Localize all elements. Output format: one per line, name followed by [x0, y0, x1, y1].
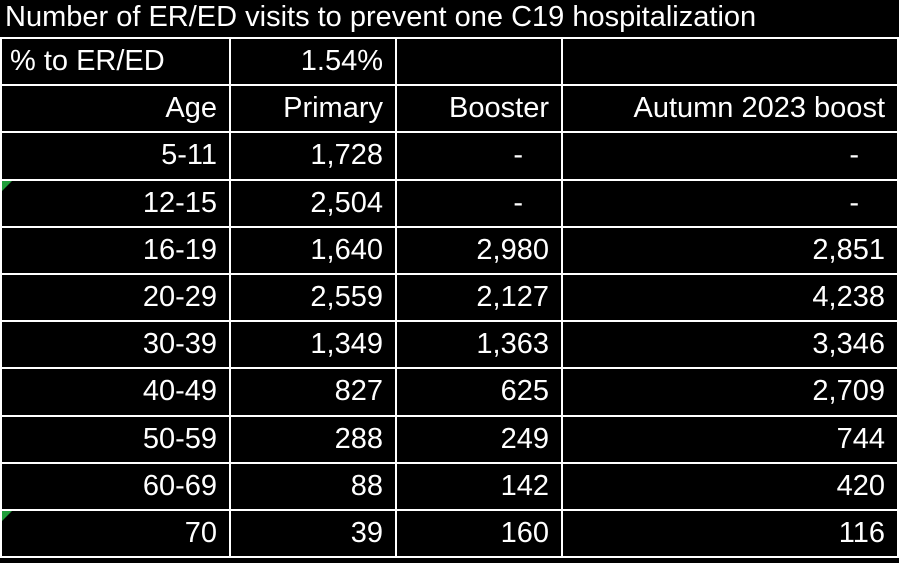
table-title: Number of ER/ED visits to prevent one C1…	[5, 1, 757, 33]
autumn-cell[interactable]: -	[563, 133, 899, 181]
primary-cell[interactable]: 2,559	[231, 274, 397, 323]
primary-cell[interactable]: 288	[231, 416, 397, 464]
primary-cell[interactable]: 1,728	[231, 133, 397, 181]
age-cell[interactable]: 70	[0, 510, 231, 559]
age-cell[interactable]: 50-59	[0, 416, 231, 464]
autumn-cell[interactable]: -	[563, 180, 899, 228]
comment-marker-icon	[2, 510, 12, 521]
pct-value-cell[interactable]: 1.54%	[231, 39, 397, 87]
primary-cell[interactable]: 88	[231, 463, 397, 511]
booster-cell[interactable]: 625	[397, 369, 563, 417]
primary-cell[interactable]: 1,349	[231, 322, 397, 370]
age-cell[interactable]: 40-49	[0, 369, 231, 417]
autumn-cell[interactable]: 116	[563, 510, 899, 559]
age-cell[interactable]: 20-29	[0, 274, 231, 323]
autumn-cell[interactable]: 3,346	[563, 322, 899, 370]
empty-cell[interactable]	[563, 39, 899, 87]
primary-cell[interactable]: 827	[231, 369, 397, 417]
booster-cell[interactable]: 142	[397, 463, 563, 511]
data-table: % to ER/ED 1.54% Age Primary Booster Aut…	[0, 37, 899, 563]
age-cell[interactable]: 30-39	[0, 322, 231, 370]
age-value: 70	[184, 516, 217, 549]
pct-label-cell[interactable]: % to ER/ED	[0, 39, 231, 87]
age-value: 12-15	[142, 186, 217, 219]
primary-cell[interactable]: 2,504	[231, 180, 397, 228]
primary-cell[interactable]: 1,640	[231, 227, 397, 275]
autumn-cell[interactable]: 420	[563, 463, 899, 511]
age-cell[interactable]: 60-69	[0, 463, 231, 511]
header-autumn-2023-boost[interactable]: Autumn 2023 boost	[563, 86, 899, 134]
header-age[interactable]: Age	[0, 86, 231, 134]
booster-cell[interactable]: 249	[397, 416, 563, 464]
booster-cell[interactable]: 1,363	[397, 322, 563, 370]
autumn-cell[interactable]: 2,709	[563, 369, 899, 417]
booster-cell[interactable]: -	[397, 180, 563, 228]
header-booster[interactable]: Booster	[397, 86, 563, 134]
header-primary[interactable]: Primary	[231, 86, 397, 134]
age-cell[interactable]: 12-15	[0, 180, 231, 228]
age-cell[interactable]: 5-11	[0, 133, 231, 181]
age-cell[interactable]: 16-19	[0, 227, 231, 275]
autumn-cell[interactable]: 2,851	[563, 227, 899, 275]
booster-cell[interactable]: -	[397, 133, 563, 181]
booster-cell[interactable]: 2,127	[397, 274, 563, 323]
autumn-cell[interactable]: 4,238	[563, 274, 899, 323]
booster-cell[interactable]: 160	[397, 510, 563, 559]
primary-cell[interactable]: 39	[231, 510, 397, 559]
empty-cell[interactable]	[397, 39, 563, 87]
comment-marker-icon	[2, 180, 12, 191]
booster-cell[interactable]: 2,980	[397, 227, 563, 275]
autumn-cell[interactable]: 744	[563, 416, 899, 464]
